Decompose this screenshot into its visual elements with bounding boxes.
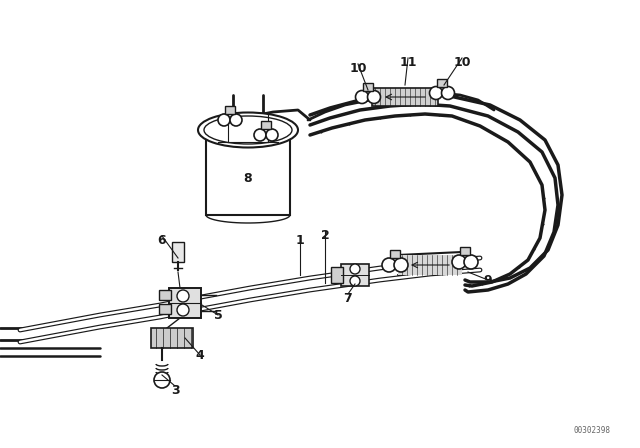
- FancyBboxPatch shape: [460, 247, 470, 255]
- FancyBboxPatch shape: [169, 288, 201, 318]
- FancyBboxPatch shape: [261, 121, 271, 129]
- FancyBboxPatch shape: [159, 304, 171, 314]
- Circle shape: [350, 264, 360, 274]
- Circle shape: [367, 90, 381, 103]
- Circle shape: [355, 90, 369, 103]
- Text: 1: 1: [296, 233, 305, 246]
- Text: 11: 11: [399, 56, 417, 69]
- FancyBboxPatch shape: [363, 82, 373, 90]
- Circle shape: [154, 372, 170, 388]
- Text: 8: 8: [244, 172, 252, 185]
- Circle shape: [177, 290, 189, 302]
- Circle shape: [266, 129, 278, 141]
- Text: 2: 2: [321, 228, 330, 241]
- Text: 5: 5: [214, 309, 222, 322]
- Circle shape: [442, 86, 454, 99]
- Circle shape: [452, 255, 466, 269]
- Circle shape: [218, 114, 230, 126]
- FancyBboxPatch shape: [390, 250, 400, 258]
- FancyBboxPatch shape: [159, 290, 171, 300]
- FancyBboxPatch shape: [437, 78, 447, 86]
- Circle shape: [230, 114, 242, 126]
- Ellipse shape: [204, 116, 292, 144]
- Circle shape: [177, 304, 189, 316]
- FancyBboxPatch shape: [225, 106, 235, 114]
- FancyBboxPatch shape: [372, 88, 438, 106]
- FancyBboxPatch shape: [341, 264, 369, 286]
- FancyBboxPatch shape: [206, 140, 290, 215]
- Circle shape: [350, 276, 360, 286]
- Text: 00302398: 00302398: [573, 426, 610, 435]
- Circle shape: [464, 255, 478, 269]
- Circle shape: [394, 258, 408, 272]
- Circle shape: [429, 86, 442, 99]
- FancyBboxPatch shape: [331, 267, 343, 283]
- Text: 4: 4: [196, 349, 204, 362]
- Text: 10: 10: [453, 56, 471, 69]
- FancyBboxPatch shape: [172, 242, 184, 262]
- FancyBboxPatch shape: [151, 328, 193, 348]
- Text: 6: 6: [157, 233, 166, 246]
- Circle shape: [254, 129, 266, 141]
- Text: 7: 7: [344, 292, 353, 305]
- Text: 3: 3: [171, 383, 179, 396]
- Circle shape: [382, 258, 396, 272]
- FancyBboxPatch shape: [398, 255, 462, 275]
- Text: 9: 9: [484, 273, 492, 287]
- Ellipse shape: [198, 112, 298, 147]
- Text: 10: 10: [349, 61, 367, 74]
